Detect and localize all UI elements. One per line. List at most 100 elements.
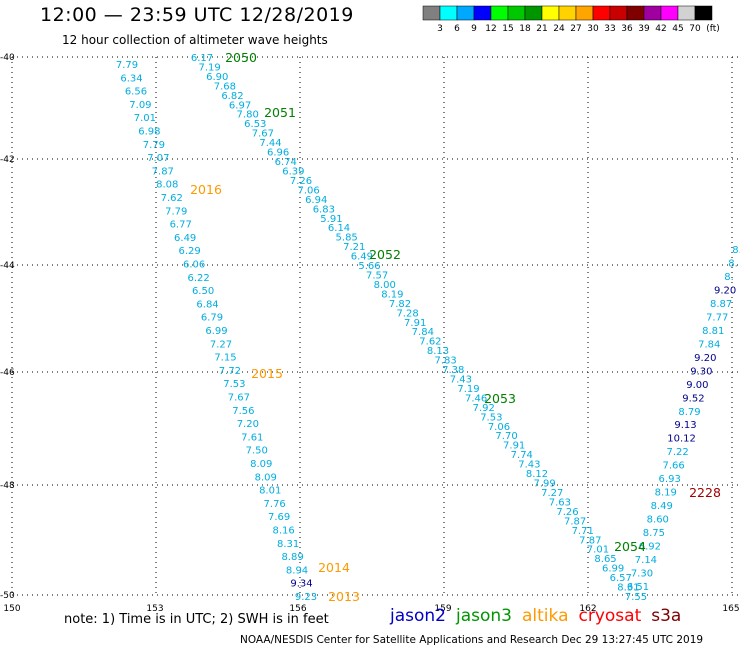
wave-height-value: 6.84 bbox=[196, 299, 218, 310]
pass-time-label: 2013 bbox=[328, 589, 360, 604]
satellite-name: cryosat bbox=[578, 606, 642, 626]
wave-height-value: 7.76 bbox=[264, 499, 286, 510]
wave-height-value: 7.15 bbox=[214, 353, 236, 364]
altimeter-track-b: 6.177.196.907.686.826.977.806.537.677.44… bbox=[191, 53, 647, 603]
wave-height-value: 6.49 bbox=[351, 252, 373, 263]
wave-height-value: 7.87 bbox=[564, 516, 586, 527]
wave-height-value: 8.31 bbox=[277, 539, 299, 550]
wave-height-value: 7.30 bbox=[631, 569, 653, 580]
satellite-legend: jason2 jason3 altika cryosat s3a bbox=[390, 606, 691, 626]
pass-time-label: 2015 bbox=[251, 366, 283, 381]
wave-height-value: 7.67 bbox=[228, 393, 250, 404]
wave-height-value: 8.09 bbox=[255, 472, 277, 483]
legend-label: 12 bbox=[485, 24, 496, 33]
wave-height-value: 9.23 bbox=[295, 592, 317, 603]
wave-height-value: 6.94 bbox=[305, 195, 327, 206]
wave-height-value: 7.99 bbox=[533, 479, 555, 490]
wave-height-value: 7.79 bbox=[143, 140, 165, 151]
wave-height-value: 6.99 bbox=[602, 564, 624, 575]
wave-height-value: 7.28 bbox=[396, 308, 418, 319]
pass-time-label: 2054 bbox=[614, 539, 646, 554]
legend-swatch bbox=[694, 5, 713, 21]
legend-label: 24 bbox=[553, 24, 565, 33]
wave-height-value: 7.77 bbox=[706, 312, 728, 323]
wave-height-value: 7.74 bbox=[511, 450, 533, 461]
wave-height-value: 8.12 bbox=[526, 469, 548, 480]
legend-label: 3 bbox=[437, 24, 443, 33]
legend-label: 27 bbox=[570, 24, 581, 33]
wave-height-value: 7.91 bbox=[404, 318, 426, 329]
wave-height-value: 8.81 bbox=[702, 326, 724, 337]
wave-height-value: 8.16 bbox=[272, 526, 294, 537]
wave-height-value: 7.67 bbox=[252, 129, 274, 140]
wave-height-value: 6.34 bbox=[120, 73, 142, 84]
wave-height-value: 7.69 bbox=[268, 512, 290, 523]
wave-height-value: 6.50 bbox=[192, 286, 214, 297]
wave-height-value: 8. bbox=[724, 272, 734, 283]
map-title: 12:00 — 23:59 UTC 12/28/2019 bbox=[40, 4, 354, 26]
wave-height-value: 7.57 bbox=[366, 270, 388, 281]
wave-height-value: 7.21 bbox=[343, 242, 365, 253]
wave-height-value: 7.82 bbox=[389, 299, 411, 310]
wave-height-value: 8.94 bbox=[286, 565, 308, 576]
wave-height-value: 5.85 bbox=[336, 233, 358, 244]
wave-height-value: 10.12 bbox=[667, 434, 696, 445]
wave-height-value: 9.13 bbox=[674, 420, 696, 431]
wave-height-value: 9.34 bbox=[290, 579, 312, 590]
satellite-name: altika bbox=[522, 606, 569, 626]
wave-height-value: 7.26 bbox=[556, 507, 578, 518]
wave-height-value: 8.13 bbox=[427, 346, 449, 357]
longitude-tick-label: 156 bbox=[289, 604, 306, 614]
map-subtitle: 12 hour collection of altimeter wave hei… bbox=[62, 33, 328, 47]
wave-height-value: 6.96 bbox=[267, 148, 289, 159]
satellite-name: s3a bbox=[651, 606, 682, 626]
legend-label: 6 bbox=[454, 24, 460, 33]
wave-height-value: 7.27 bbox=[541, 488, 563, 499]
wave-height-value: 6.17 bbox=[191, 53, 213, 64]
longitude-tick-label: 162 bbox=[579, 604, 596, 614]
legend-label: 21 bbox=[536, 24, 547, 33]
color-scale-legend: 3 6 9 12 15 18 21 24 27 30 33 36 39 42 45 70 (ft) bbox=[422, 5, 720, 33]
latitude-tick-label: -46 bbox=[0, 368, 15, 378]
wave-height-value: 8.31 bbox=[617, 583, 639, 594]
wave-height-value: 7.38 bbox=[442, 365, 464, 376]
wave-height-value: 6.93 bbox=[659, 474, 681, 485]
wave-height-value: 7.20 bbox=[237, 419, 259, 430]
wave-height-value: 9.20 bbox=[694, 353, 716, 364]
wave-height-value: 7.62 bbox=[419, 337, 441, 348]
wave-height-value: 7.55 bbox=[625, 592, 647, 603]
wave-height-value: 8.87 bbox=[710, 299, 732, 310]
wave-height-value: 7.62 bbox=[161, 193, 183, 204]
wave-height-value: 6.06 bbox=[183, 260, 205, 271]
wave-height-value: 8.89 bbox=[281, 552, 303, 563]
wave-height-value: 7.87 bbox=[152, 166, 174, 177]
wave-height-value: 6.98 bbox=[138, 127, 160, 138]
footer-credit: NOAA/NESDIS Center for Satellite Applica… bbox=[240, 634, 704, 646]
wave-height-value: 6.22 bbox=[187, 273, 209, 284]
pass-time-labels: 2050 2051 2016 2052 2015 2053 2228 2054 2014 2013 bbox=[190, 50, 721, 604]
wave-height-value: 7.56 bbox=[232, 406, 254, 417]
wave-height-value: 6.97 bbox=[229, 100, 251, 111]
wave-height-value: 8.08 bbox=[156, 180, 178, 191]
wave-height-value: 9.52 bbox=[682, 393, 704, 404]
latitude-tick-label: -44 bbox=[0, 261, 15, 271]
wave-height-value: 5.91 bbox=[320, 214, 342, 225]
wave-height-value: 6.79 bbox=[201, 313, 223, 324]
wave-height-value: 6.14 bbox=[328, 223, 350, 234]
legend-label: 33 bbox=[604, 24, 615, 33]
wave-height-value: 6.99 bbox=[205, 326, 227, 337]
wave-height-value: 8.09 bbox=[250, 459, 272, 470]
wave-height-value: 7.19 bbox=[198, 62, 220, 73]
wave-height-value: 8.75 bbox=[643, 528, 665, 539]
legend-label: 18 bbox=[519, 24, 531, 33]
altimeter-track-a: 7.79 6.34 6.56 7.09 7.01 6.98 7.79 7.07 7.87 8.08… bbox=[116, 60, 317, 603]
wave-height-value: 7.09 bbox=[129, 100, 151, 111]
wave-height-value: 7.27 bbox=[210, 339, 232, 350]
wave-height-value: 6.51 bbox=[627, 582, 649, 593]
satellite-name: jason2 bbox=[390, 606, 446, 626]
wave-height-value: 7.53 bbox=[480, 412, 502, 423]
wave-height-value: 7.43 bbox=[450, 375, 472, 386]
wave-height-value: 8. bbox=[728, 258, 738, 269]
wave-height-value: 7.07 bbox=[147, 153, 169, 164]
